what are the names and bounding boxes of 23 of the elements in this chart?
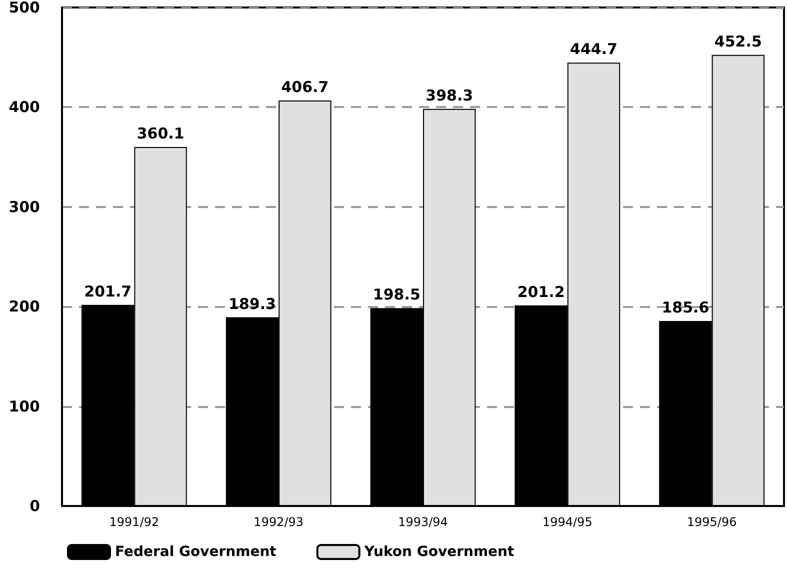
data-label: 444.7 bbox=[570, 40, 618, 58]
data-label: 452.5 bbox=[714, 32, 762, 50]
y-tick-label: 500 bbox=[8, 0, 40, 16]
legend-label: Yukon Government bbox=[363, 544, 515, 560]
y-tick-label: 300 bbox=[8, 198, 40, 216]
x-tick-label: 1992/93 bbox=[254, 515, 304, 529]
data-label: 398.3 bbox=[426, 86, 474, 104]
data-label: 406.7 bbox=[281, 78, 329, 96]
x-tick-label: 1993/94 bbox=[398, 515, 448, 529]
data-label: 201.2 bbox=[517, 282, 565, 301]
y-tick-label: 400 bbox=[8, 98, 40, 116]
x-tick-label: 1995/96 bbox=[686, 515, 737, 529]
data-label: 189.3 bbox=[228, 294, 276, 313]
legend-label: Federal Government bbox=[115, 544, 277, 560]
y-tick-label: 200 bbox=[8, 298, 40, 316]
y-tick-label: 100 bbox=[8, 397, 40, 416]
data-label: 198.5 bbox=[372, 286, 420, 304]
data-label: 360.1 bbox=[136, 124, 184, 142]
data-label: 201.7 bbox=[84, 282, 132, 300]
y-tick-label: 0 bbox=[30, 497, 40, 515]
data-label: 185.6 bbox=[662, 298, 710, 316]
x-tick-label: 1991/92 bbox=[109, 515, 160, 529]
x-tick-label: 1994/95 bbox=[542, 515, 592, 529]
